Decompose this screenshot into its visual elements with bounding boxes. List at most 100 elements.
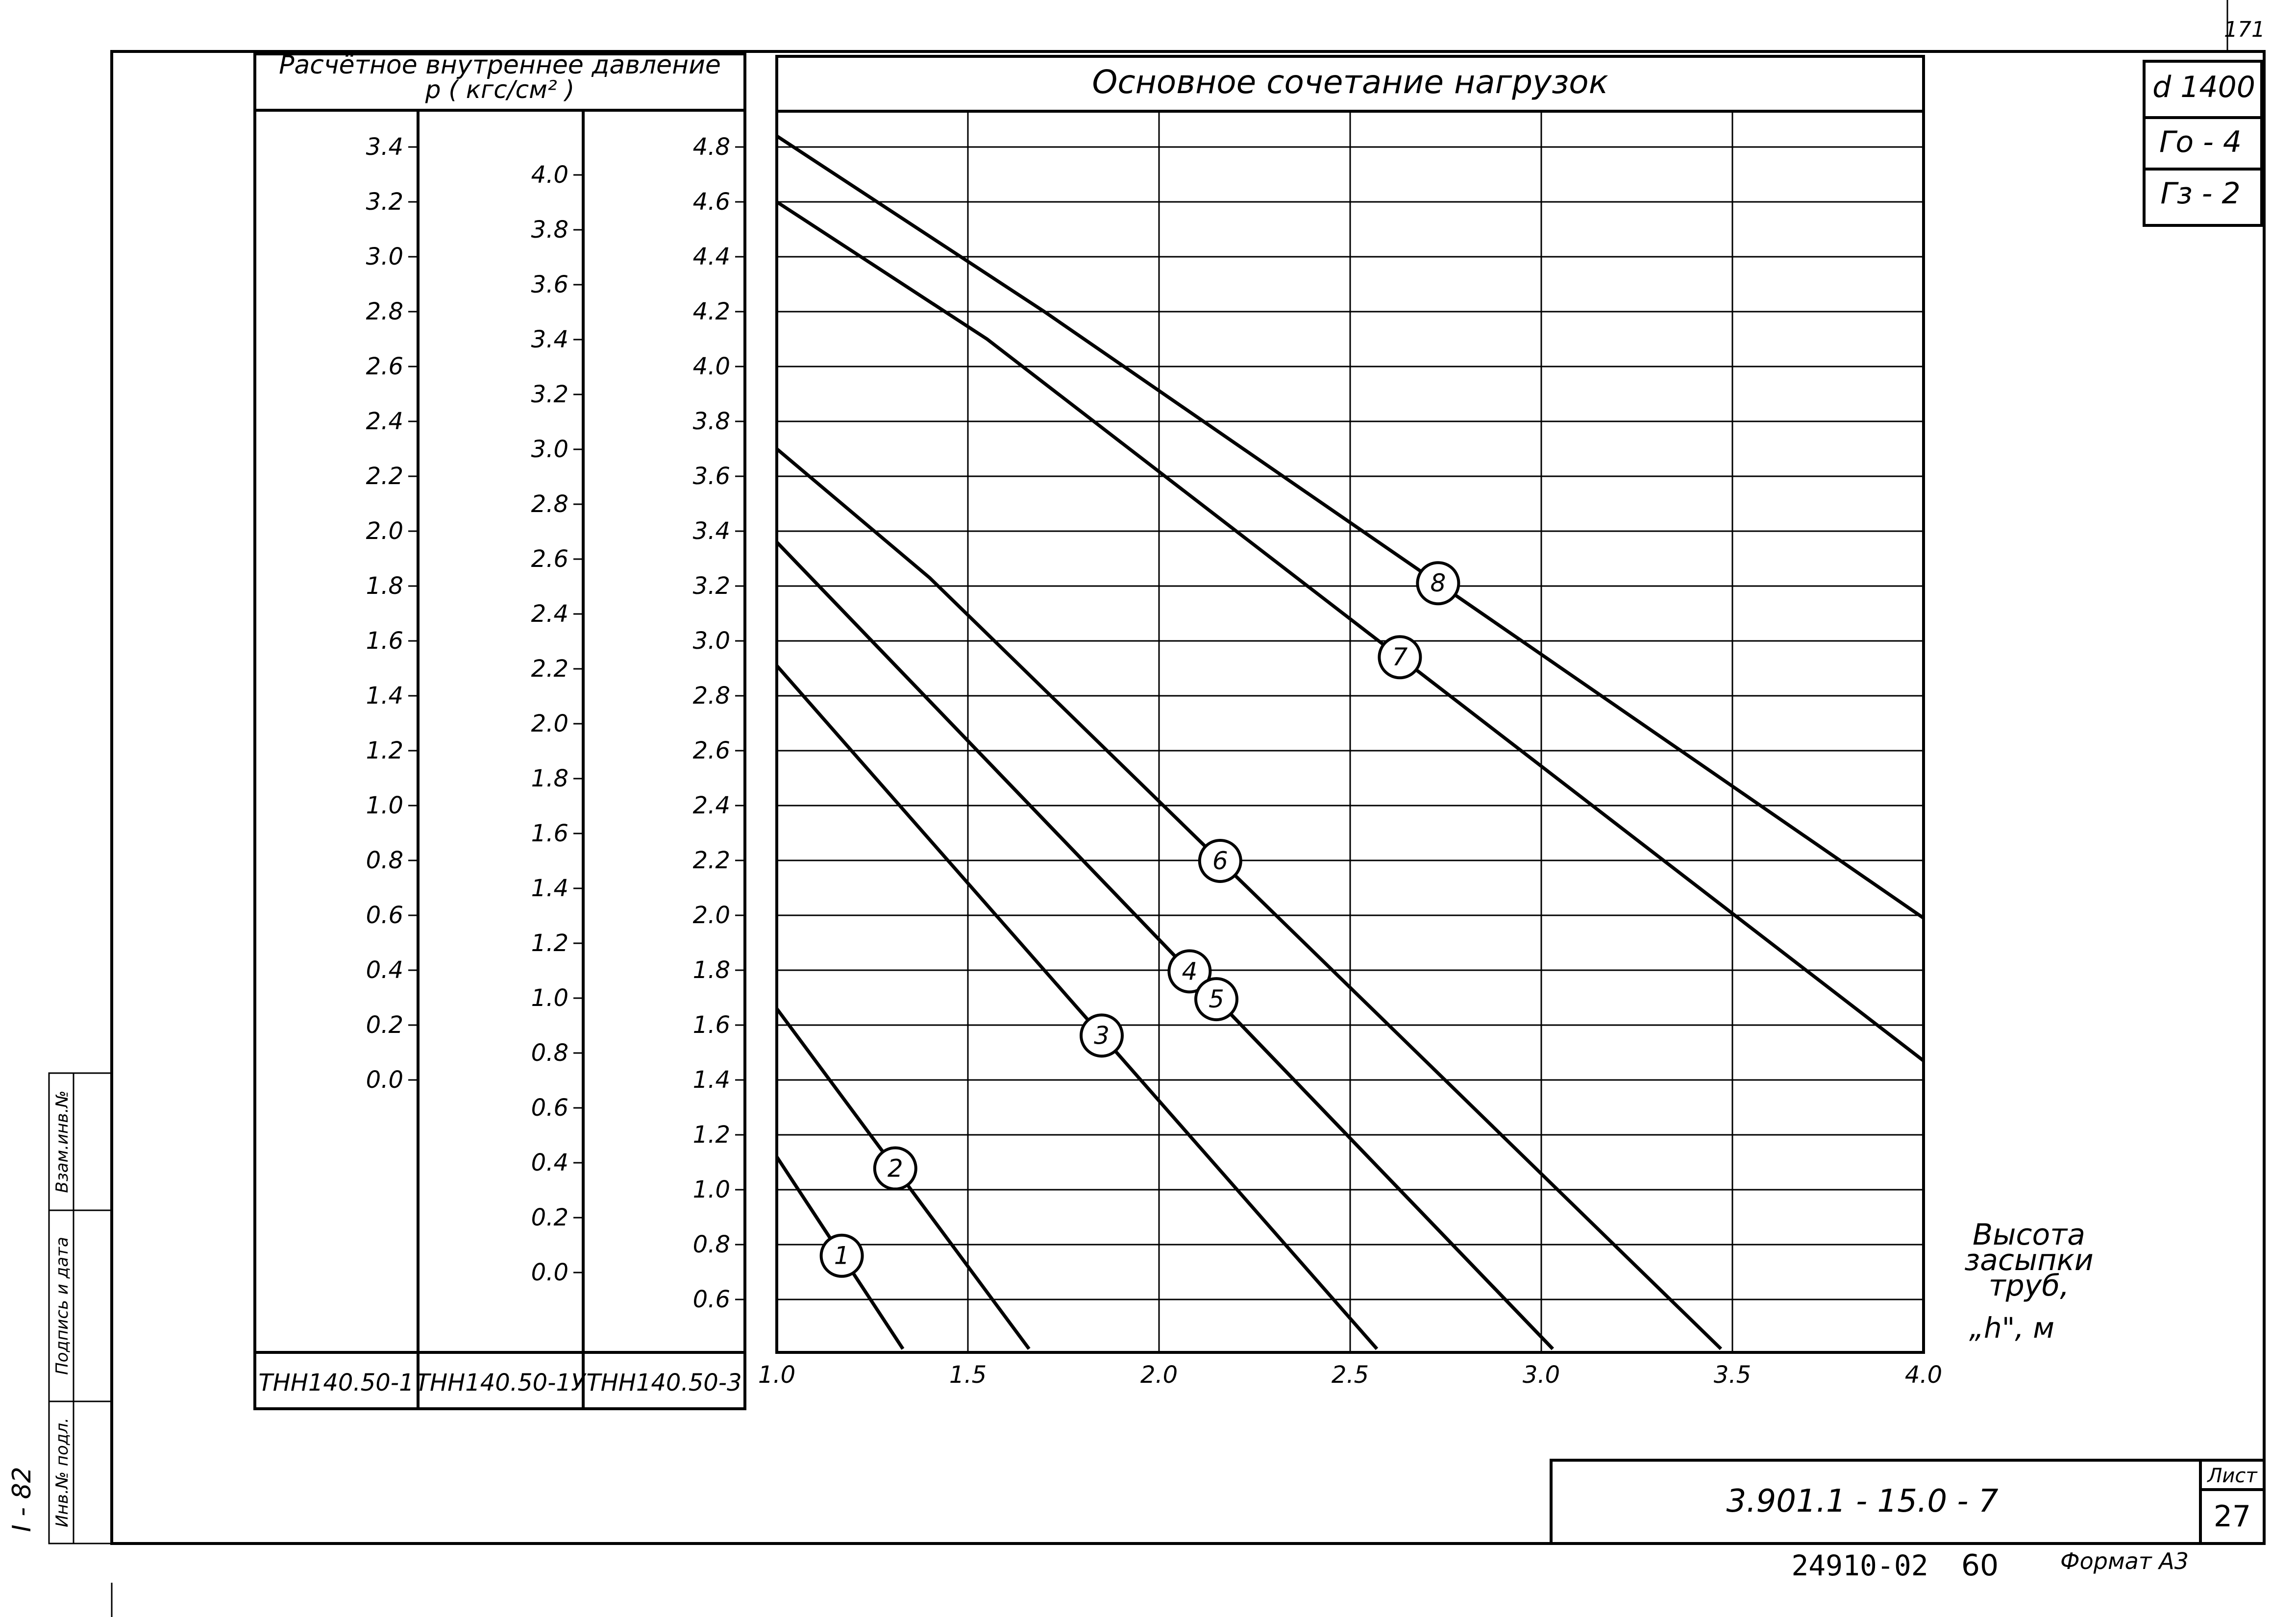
curve-marker-6: [1198, 838, 1242, 883]
curve-marker-8: [1416, 561, 1460, 606]
chart-grid: [775, 110, 1925, 1354]
format-label: Формат А3: [2060, 1548, 2189, 1574]
curve-marker-1: [819, 1233, 864, 1278]
sheet-frame: [110, 50, 2266, 1545]
curve-marker-5: [1194, 977, 1238, 1022]
pressure-tick-label: 2.2: [531, 655, 568, 683]
pressure-tick-label: 1.4: [693, 1066, 730, 1094]
pressure-tick-label: 1.8: [693, 956, 730, 984]
pressure-tick-label: 1.2: [366, 737, 403, 764]
pressure-tick-label: 3.6: [693, 463, 730, 490]
pressure-tick-label: 3.4: [531, 326, 568, 353]
pressure-tick-label: 0.2: [366, 1011, 403, 1039]
inv-no-label: Инв.№ подл.: [52, 1418, 72, 1527]
pressure-tick-label: 0.6: [531, 1094, 568, 1122]
curve-marker-label: 6: [1212, 847, 1228, 875]
pressure-tick-label: 0.6: [366, 902, 403, 929]
pressure-tick-label: 2.0: [531, 710, 568, 737]
pressure-tick-label: 1.6: [366, 627, 403, 655]
pressure-tick-label: 2.2: [366, 463, 403, 490]
pressure-tick-label: 1.8: [366, 572, 403, 600]
x-tick-label: 1.0: [758, 1361, 795, 1389]
x-tick-label: 3.0: [1523, 1361, 1560, 1389]
pressure-tick-label: 2.4: [366, 408, 403, 435]
pressure-tick-label: 0.0: [531, 1259, 568, 1286]
pressure-tick-label: 3.0: [366, 243, 403, 270]
pressure-tick-label: 1.0: [531, 984, 568, 1012]
pressure-tick-label: 2.6: [366, 353, 403, 380]
pressure-tick-label: 1.0: [366, 792, 403, 819]
pressure-tick-label: 0.6: [693, 1286, 730, 1313]
tag-go: Го - 4: [2159, 125, 2242, 159]
pressure-header-line1: Расчётное внутреннее давление: [279, 50, 721, 80]
sheet-number: 27: [2214, 1499, 2251, 1534]
pressure-scale-1: 3.4 3.2 3.0 2.8 2.6 2.4 2.2 2.0 1.8 1.6 1.4 1.2 1.0 0…: [366, 133, 418, 1094]
x-tick-label: 2.0: [1140, 1361, 1178, 1389]
x-axis-label-line2: засыпки: [1964, 1243, 2094, 1277]
column-name-1: ТНН140.50-1: [258, 1369, 414, 1396]
curve-marker-2: [873, 1146, 917, 1191]
pressure-tick-label: 3.6: [531, 271, 568, 298]
pressure-tick-label: 3.8: [531, 216, 568, 244]
pressure-tick-label: 1.6: [531, 820, 568, 847]
pressure-tick-label: 1.4: [531, 875, 568, 902]
pressure-tick-label: 1.6: [693, 1011, 730, 1039]
pressure-tick-label: 1.2: [531, 930, 568, 957]
curve-7: [777, 200, 1924, 1062]
pressure-tick-label: 2.6: [693, 737, 730, 764]
pressure-tick-label: 4.6: [693, 188, 730, 216]
pressure-tick-label: 2.6: [531, 545, 568, 573]
pressure-tick-label: 3.8: [693, 408, 730, 435]
pressure-tick-label: 1.2: [693, 1121, 730, 1149]
pressure-tick-label: 3.4: [366, 133, 403, 161]
curve-marker-3: [1080, 1013, 1124, 1058]
pressure-tick-label: 2.0: [366, 517, 403, 545]
curve-3: [777, 664, 1379, 1350]
column-name-3: ТНН140.50-3: [586, 1369, 741, 1396]
pressure-tick-label: 4.2: [693, 298, 730, 325]
tag-diameter: d 1400: [2152, 70, 2255, 104]
curve-8: [777, 134, 1924, 920]
pressure-tick-label: 4.4: [693, 243, 730, 270]
pressure-tick-label: 3.4: [693, 517, 730, 545]
pressure-header-line2: p ( кгс/см² ): [425, 75, 575, 104]
curve-marker-label: 3: [1094, 1021, 1110, 1050]
pressure-tick-label: 3.2: [531, 381, 568, 408]
pressure-tick-label: 3.2: [366, 188, 403, 216]
pressure-scale-1u: 4.0 3.8 3.6 3.4 3.2 3.0 2.8 2.6 2.4 2.2 2.0 1.8 1.6 1…: [531, 161, 583, 1286]
copies: 60: [1961, 1548, 1999, 1583]
pressure-tick-label: 2.8: [531, 490, 568, 518]
page-number: 171: [2224, 17, 2265, 42]
pressure-tick-label: 4.0: [531, 161, 568, 189]
curve-marker-label: 8: [1430, 569, 1446, 597]
x-tick-label: 2.5: [1332, 1361, 1369, 1389]
x-axis-label-line1: Высота: [1973, 1218, 2085, 1252]
sheet-label: Лист: [2206, 1465, 2258, 1487]
pressure-tick-label: 2.4: [693, 792, 730, 819]
tag-block: d 1400 Го - 4 Гз - 2: [2143, 60, 2263, 227]
curve-marker-7: [1378, 635, 1422, 680]
pressure-tick-label: 1.4: [366, 682, 403, 710]
pressure-tick-label: 0.8: [693, 1231, 730, 1258]
curve-marker-4: [1167, 949, 1212, 994]
tag-gz: Гз - 2: [2160, 176, 2240, 211]
pressure-tick-label: 3.2: [693, 572, 730, 600]
curve-5: [777, 540, 1554, 1350]
pressure-tick-label: 4.8: [693, 133, 730, 161]
curve-marker-label: 2: [888, 1154, 903, 1183]
replace-inv-label: Взам.инв.№: [52, 1090, 72, 1193]
pressure-tick-label: 4.0: [693, 353, 730, 380]
x-axis-label-line3: труб,: [1989, 1269, 2070, 1303]
pressure-tick-label: 0.2: [531, 1204, 568, 1231]
pressure-tick-label: 3.0: [693, 627, 730, 655]
chart: Основное сочетание нагрузок 1.0 1.5 2.0 2.5…: [758, 55, 2094, 1389]
pressure-tick-label: 2.4: [531, 600, 568, 628]
pressure-tick-label: 3.0: [531, 436, 568, 463]
pressure-tick-label: 0.8: [531, 1039, 568, 1067]
pressure-tick-label: 0.0: [366, 1066, 403, 1094]
curve-6: [777, 447, 1723, 1350]
pressure-tick-label: 2.8: [366, 298, 403, 325]
pressure-table: Расчётное внутреннее давление p ( кгс/см…: [253, 50, 746, 1410]
pressure-tick-label: 2.8: [693, 682, 730, 710]
